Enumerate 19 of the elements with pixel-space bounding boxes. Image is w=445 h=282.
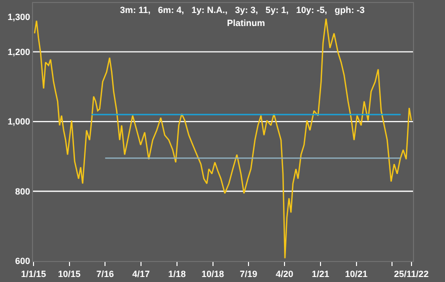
x-tick-label: 1/21 — [312, 268, 330, 279]
x-tick-label: 1/18 — [168, 268, 186, 279]
x-tick-label: 7/16 — [96, 268, 114, 279]
x-tick-label: 1/1/15 — [21, 268, 46, 279]
chart-title: 3m: 11, 6m: 4, 1y: N.A., 3y: 3, 5y: 1, 10y: -5, gph: -3 — [120, 5, 365, 15]
x-tick-label: 7/19 — [240, 268, 258, 279]
x-tick-label: 25/11/22 — [394, 268, 429, 279]
x-tick-label: 4/20 — [276, 268, 294, 279]
x-tick-label: 10/18 — [202, 268, 224, 279]
y-tick-label: 800 — [15, 186, 30, 196]
line-series — [34, 18, 412, 259]
y-tick-label: 1,000 — [8, 116, 30, 127]
y-tick-label: 600 — [15, 256, 30, 266]
x-tick-label: 10/21 — [345, 268, 368, 279]
x-tick-label: 4/17 — [132, 268, 150, 279]
y-tick-label: 1,300 — [8, 12, 30, 22]
x-tick-label: 10/15 — [58, 268, 81, 279]
text: Platinum — [227, 18, 266, 28]
y-tick-label: 1,200 — [8, 46, 30, 57]
